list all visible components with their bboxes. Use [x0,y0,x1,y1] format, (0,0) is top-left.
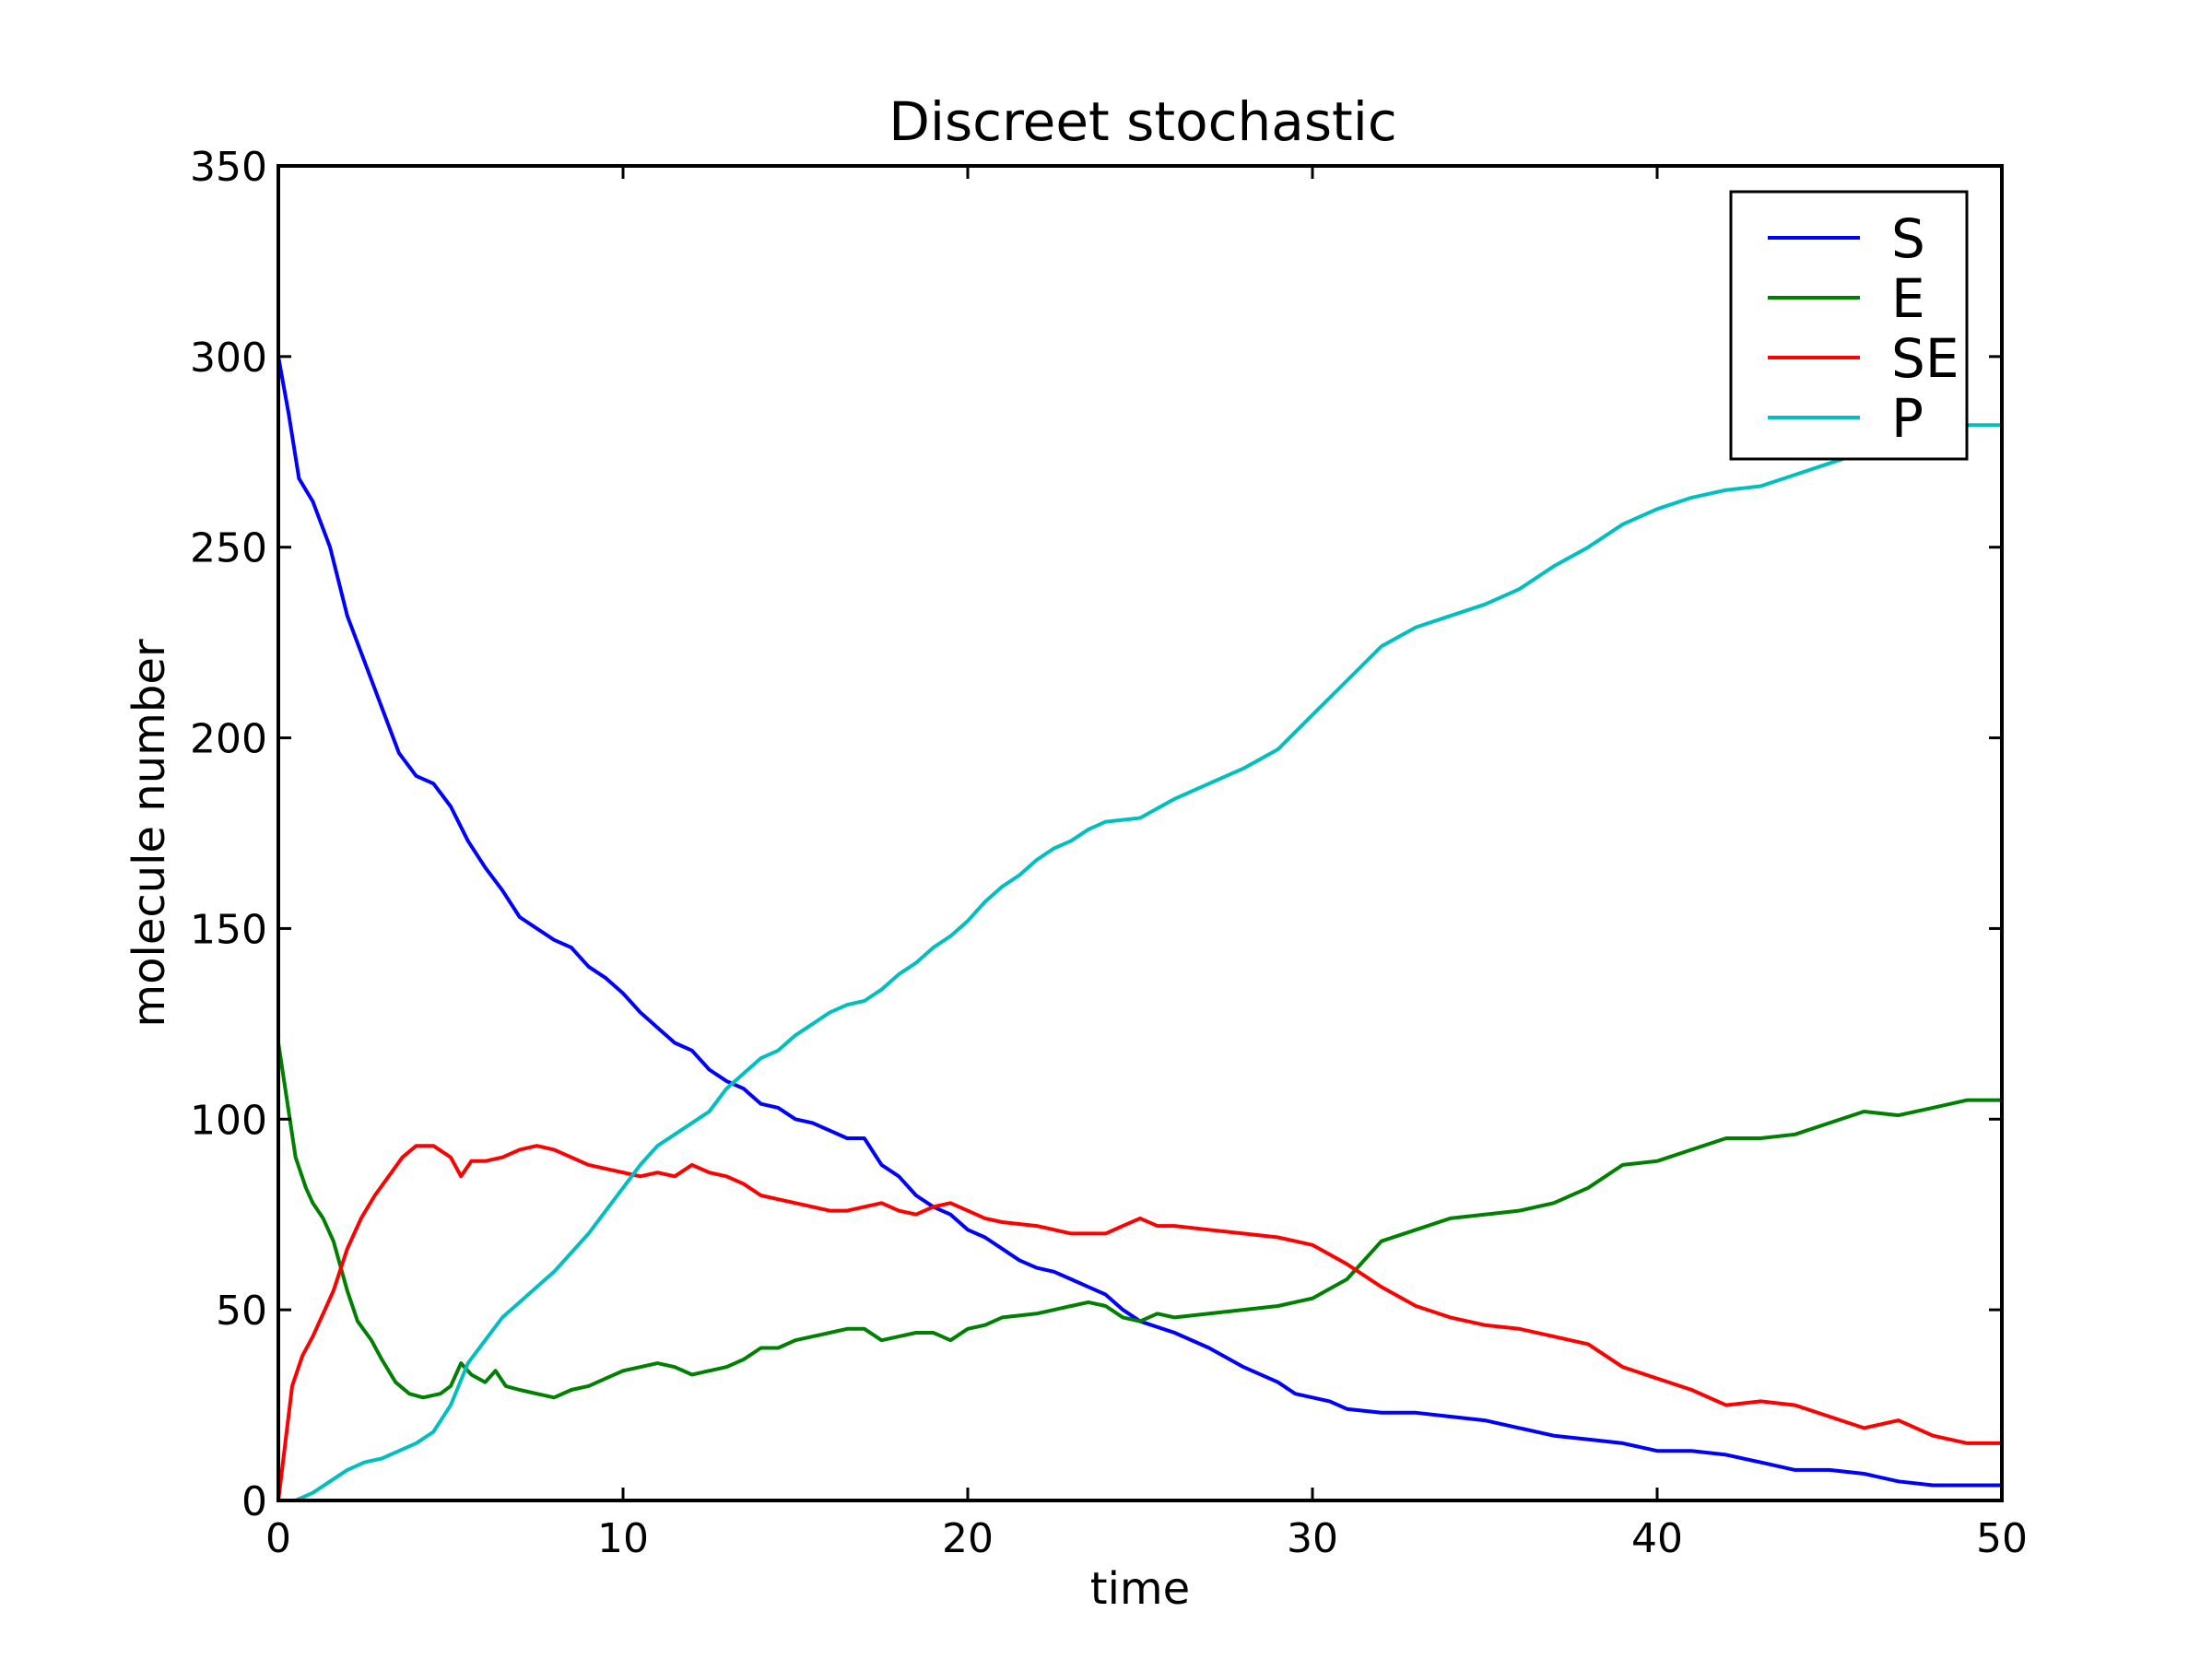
x-tick-label: 40 [1631,1515,1683,1562]
x-tick-label: 10 [597,1515,649,1562]
x-tick-label: 30 [1287,1515,1338,1562]
series-line-e [276,1042,2002,1400]
series-line-se [276,1144,2002,1501]
legend-label-s: S [1891,207,1925,270]
y-tick-label: 200 [190,716,267,763]
y-tick-label: 50 [216,1288,267,1335]
x-tick-label: 50 [1976,1515,2028,1562]
legend-label-e: E [1891,267,1925,330]
y-tick-label: 0 [241,1478,267,1525]
y-tick-label: 100 [190,1097,267,1144]
y-tick-label: 300 [190,335,267,382]
y-tick-label: 250 [190,525,267,572]
legend-label-se: SE [1891,327,1959,390]
chart-title: Discreet stochastic [888,90,1397,153]
plot-frame [276,164,2004,1502]
y-tick-label: 150 [190,906,267,953]
y-axis-label: molecule number [124,639,175,1028]
x-axis-label: time [1090,1563,1190,1615]
x-tick-label: 20 [942,1515,994,1562]
series-layer [276,356,2002,1502]
x-tick-label: 0 [265,1515,291,1562]
tick-layer: 0 10 20 30 40 50 0 50 100 150 200 250 300 350 [190,144,2028,1562]
series-line-p [278,423,2002,1502]
y-tick-label: 350 [190,144,267,191]
legend-label-p: P [1891,387,1924,450]
